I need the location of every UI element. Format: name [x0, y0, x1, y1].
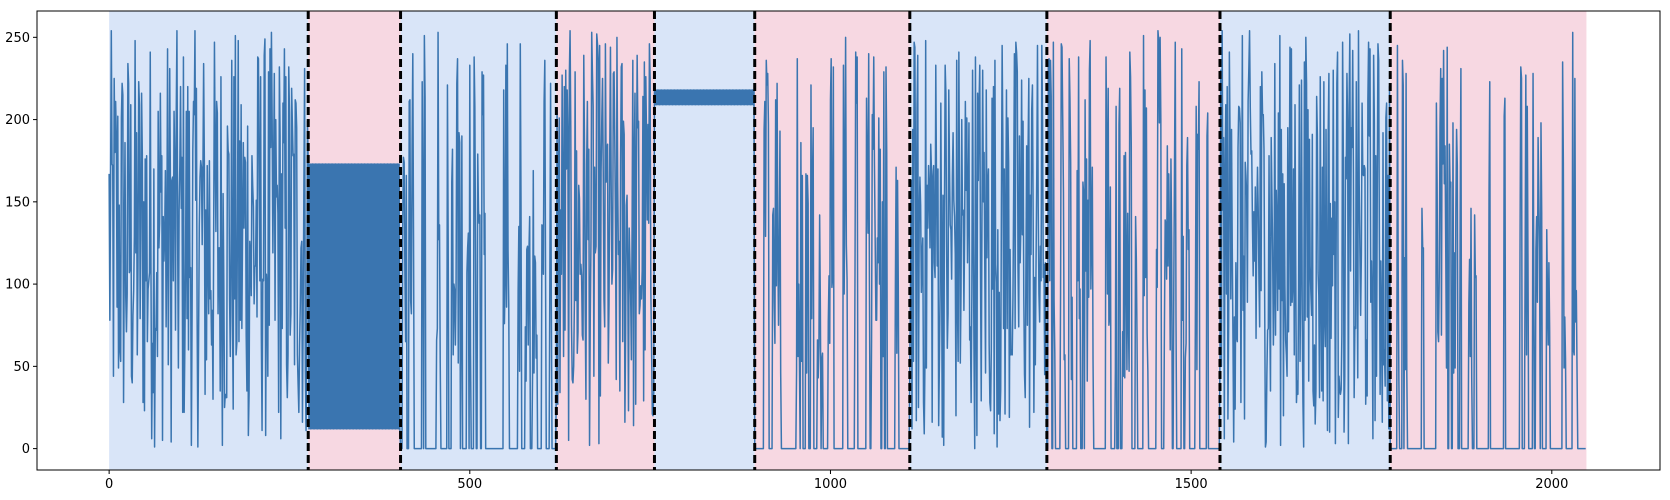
regime-region-8 — [1046, 11, 1220, 470]
y-tick-label: 50 — [13, 360, 30, 375]
x-tick-label: 0 — [105, 477, 113, 492]
y-tick-label: 250 — [5, 31, 30, 46]
plot-frame — [36, 10, 1661, 471]
y-tick-label: 200 — [5, 113, 30, 128]
x-tick-label: 1500 — [1175, 477, 1208, 492]
y-axis: 0 50 100 150 200 250 — [5, 31, 37, 457]
x-axis: 0 500 1000 1500 2000 — [105, 470, 1568, 492]
y-tick-label: 100 — [5, 278, 30, 293]
changepoint-lines — [306, 11, 1392, 470]
regime-region-5 — [654, 11, 755, 470]
y-tick-label: 150 — [5, 195, 30, 210]
signal-line — [108, 29, 1586, 450]
x-tick-label: 1000 — [814, 477, 847, 492]
x-tick-label: 2000 — [1535, 477, 1568, 492]
signal-series — [108, 29, 1586, 450]
y-tick-label: 0 — [22, 442, 30, 457]
x-tick-label: 500 — [457, 477, 482, 492]
